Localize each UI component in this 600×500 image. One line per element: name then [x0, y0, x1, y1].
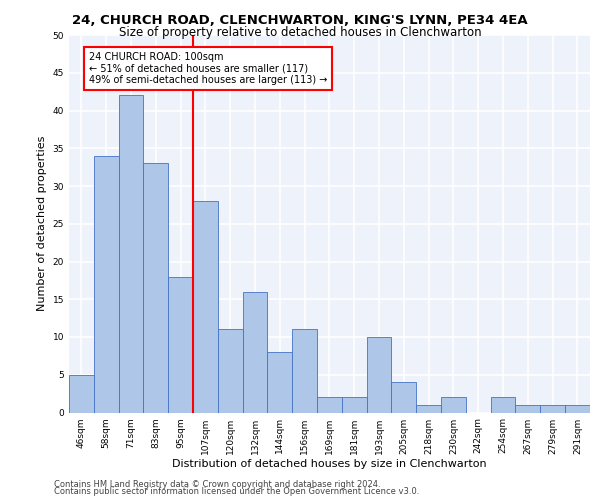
Bar [367, 337, 391, 412]
Bar [242, 292, 268, 412]
Bar [342, 398, 367, 412]
Text: Contains public sector information licensed under the Open Government Licence v3: Contains public sector information licen… [54, 487, 419, 496]
Bar [268, 352, 292, 412]
Y-axis label: Number of detached properties: Number of detached properties [37, 136, 47, 312]
Bar [491, 398, 515, 412]
Bar [94, 156, 119, 412]
Text: 24, CHURCH ROAD, CLENCHWARTON, KING'S LYNN, PE34 4EA: 24, CHURCH ROAD, CLENCHWARTON, KING'S LY… [72, 14, 528, 27]
Bar [317, 398, 342, 412]
Bar [69, 375, 94, 412]
Bar [515, 405, 540, 412]
X-axis label: Distribution of detached houses by size in Clenchwarton: Distribution of detached houses by size … [172, 460, 487, 469]
Bar [416, 405, 441, 412]
Bar [540, 405, 565, 412]
Bar [565, 405, 590, 412]
Bar [119, 96, 143, 412]
Bar [218, 330, 242, 412]
Bar [168, 276, 193, 412]
Bar [441, 398, 466, 412]
Text: 24 CHURCH ROAD: 100sqm
← 51% of detached houses are smaller (117)
49% of semi-de: 24 CHURCH ROAD: 100sqm ← 51% of detached… [89, 52, 327, 85]
Bar [193, 201, 218, 412]
Bar [391, 382, 416, 412]
Text: Contains HM Land Registry data © Crown copyright and database right 2024.: Contains HM Land Registry data © Crown c… [54, 480, 380, 489]
Bar [292, 330, 317, 412]
Text: Size of property relative to detached houses in Clenchwarton: Size of property relative to detached ho… [119, 26, 481, 39]
Bar [143, 164, 168, 412]
